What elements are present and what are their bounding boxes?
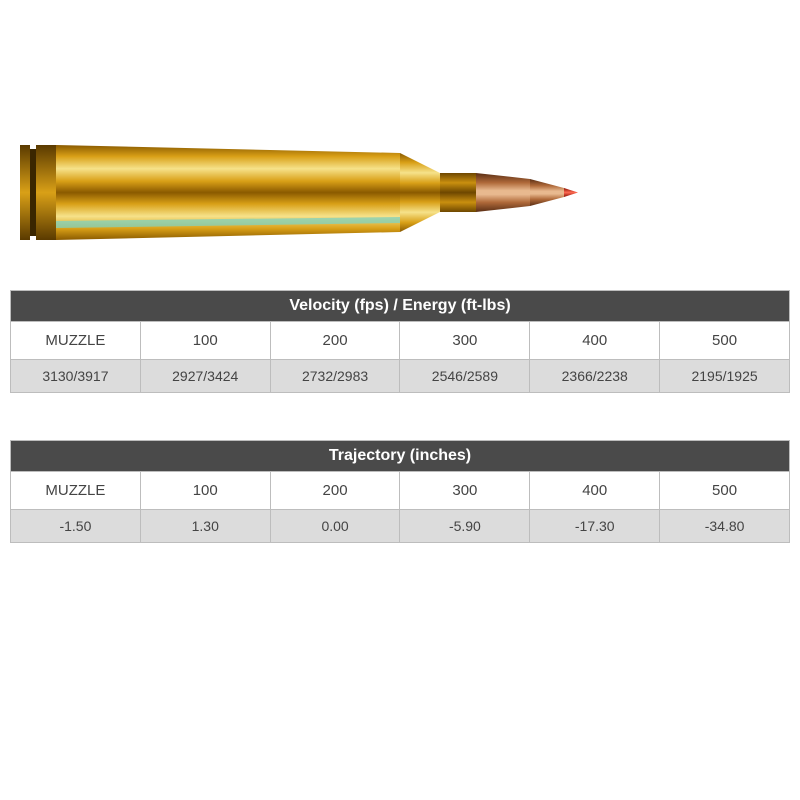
velocity-val-100: 2927/3424	[140, 360, 270, 393]
trajectory-val-200: 0.00	[270, 510, 400, 543]
velocity-energy-table: Velocity (fps) / Energy (ft-lbs) MUZZLE …	[10, 290, 790, 393]
trajectory-col-400: 400	[530, 472, 660, 510]
trajectory-table-header-row: MUZZLE 100 200 300 400 500	[11, 472, 790, 510]
velocity-table-title: Velocity (fps) / Energy (ft-lbs)	[11, 291, 790, 322]
velocity-val-200: 2732/2983	[270, 360, 400, 393]
trajectory-val-100: 1.30	[140, 510, 270, 543]
page: Velocity (fps) / Energy (ft-lbs) MUZZLE …	[0, 0, 800, 800]
trajectory-val-500: -34.80	[660, 510, 790, 543]
velocity-val-muzzle: 3130/3917	[11, 360, 141, 393]
velocity-table-header-row: MUZZLE 100 200 300 400 500	[11, 322, 790, 360]
trajectory-col-100: 100	[140, 472, 270, 510]
trajectory-table-title: Trajectory (inches)	[11, 441, 790, 472]
cartridge-illustration	[20, 135, 580, 250]
trajectory-col-muzzle: MUZZLE	[11, 472, 141, 510]
velocity-table-data-row: 3130/3917 2927/3424 2732/2983 2546/2589 …	[11, 360, 790, 393]
velocity-col-400: 400	[530, 322, 660, 360]
trajectory-col-300: 300	[400, 472, 530, 510]
velocity-col-muzzle: MUZZLE	[11, 322, 141, 360]
trajectory-table-data-row: -1.50 1.30 0.00 -5.90 -17.30 -34.80	[11, 510, 790, 543]
trajectory-val-300: -5.90	[400, 510, 530, 543]
trajectory-val-400: -17.30	[530, 510, 660, 543]
velocity-col-300: 300	[400, 322, 530, 360]
trajectory-table: Trajectory (inches) MUZZLE 100 200 300 4…	[10, 440, 790, 543]
velocity-col-100: 100	[140, 322, 270, 360]
trajectory-col-500: 500	[660, 472, 790, 510]
velocity-col-500: 500	[660, 322, 790, 360]
velocity-val-400: 2366/2238	[530, 360, 660, 393]
velocity-val-300: 2546/2589	[400, 360, 530, 393]
trajectory-val-muzzle: -1.50	[11, 510, 141, 543]
trajectory-col-200: 200	[270, 472, 400, 510]
velocity-val-500: 2195/1925	[660, 360, 790, 393]
velocity-col-200: 200	[270, 322, 400, 360]
